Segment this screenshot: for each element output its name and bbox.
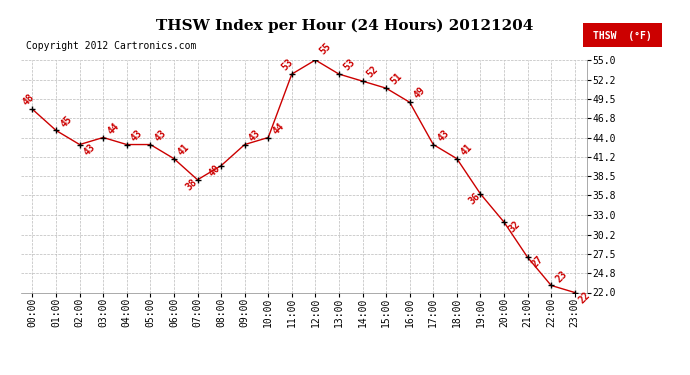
Text: 43: 43: [435, 128, 451, 143]
Text: 55: 55: [317, 41, 333, 56]
Text: 43: 43: [129, 128, 144, 143]
Text: 44: 44: [270, 121, 286, 136]
Text: 22: 22: [577, 290, 593, 305]
Text: 43: 43: [247, 128, 262, 143]
Text: 38: 38: [184, 177, 199, 192]
Text: 52: 52: [365, 64, 380, 80]
Text: 23: 23: [553, 268, 569, 284]
Text: 43: 43: [152, 128, 168, 143]
Text: Copyright 2012 Cartronics.com: Copyright 2012 Cartronics.com: [26, 41, 197, 51]
Text: 48: 48: [21, 92, 36, 107]
Text: 53: 53: [342, 57, 357, 73]
Text: 36: 36: [466, 191, 482, 206]
Text: THSW  (°F): THSW (°F): [593, 31, 652, 41]
Text: 44: 44: [106, 121, 121, 136]
Text: THSW Index per Hour (24 Hours) 20121204: THSW Index per Hour (24 Hours) 20121204: [157, 19, 533, 33]
Text: 41: 41: [460, 142, 475, 157]
Text: 49: 49: [412, 86, 427, 101]
Text: 53: 53: [280, 57, 295, 73]
Text: 40: 40: [207, 163, 222, 178]
Text: 32: 32: [506, 219, 522, 235]
Text: 43: 43: [82, 142, 97, 157]
Text: 27: 27: [530, 255, 545, 270]
Text: 41: 41: [176, 142, 192, 157]
Text: 45: 45: [59, 114, 74, 129]
Text: 51: 51: [388, 71, 404, 87]
